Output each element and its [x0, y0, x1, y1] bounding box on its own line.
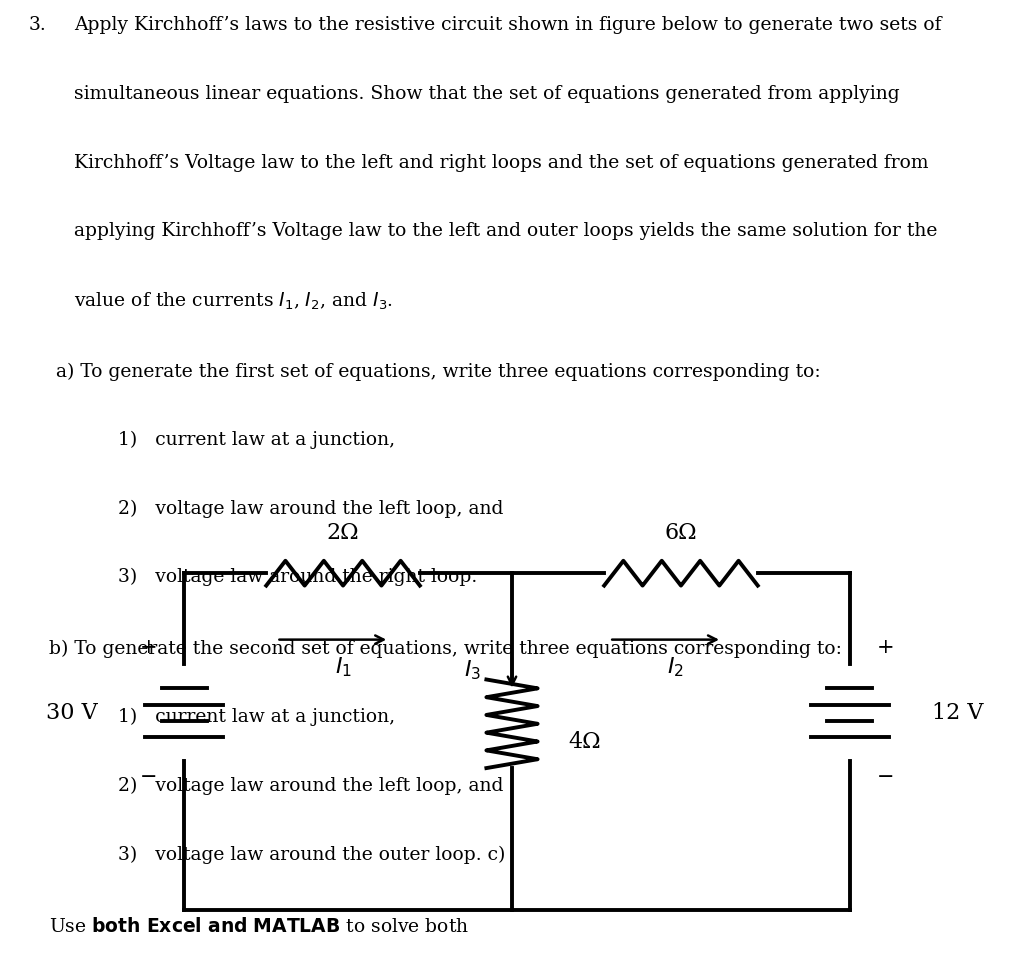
- Text: 3.: 3.: [29, 16, 46, 35]
- Text: Apply Kirchhoff’s laws to the resistive circuit shown in figure below to generat: Apply Kirchhoff’s laws to the resistive …: [74, 16, 941, 35]
- Text: +: +: [877, 638, 895, 658]
- Text: 1)   current law at a junction,: 1) current law at a junction,: [118, 430, 395, 449]
- Text: 3)   voltage law around the right loop.: 3) voltage law around the right loop.: [118, 568, 477, 586]
- Text: applying Kirchhoff’s Voltage law to the left and outer loops yields the same sol: applying Kirchhoff’s Voltage law to the …: [74, 222, 937, 241]
- Text: b) To generate the second set of equations, write three equations corresponding : b) To generate the second set of equatio…: [49, 639, 842, 658]
- Text: a) To generate the first set of equations, write three equations corresponding t: a) To generate the first set of equation…: [56, 362, 821, 380]
- Text: Use $\mathbf{both\ Excel\ and\ MATLAB}$ to solve both: Use $\mathbf{both\ Excel\ and\ MATLAB}$ …: [49, 917, 469, 936]
- Text: value of the currents $\mathit{I}_1$, $\mathit{I}_2$, and $\mathit{I}_3$.: value of the currents $\mathit{I}_1$, $\…: [74, 291, 393, 312]
- Text: 2)   voltage law around the left loop, and: 2) voltage law around the left loop, and: [118, 777, 503, 795]
- Text: Kirchhoff’s Voltage law to the left and right loops and the set of equations gen: Kirchhoff’s Voltage law to the left and …: [74, 154, 928, 171]
- Text: 1)   current law at a junction,: 1) current law at a junction,: [118, 708, 395, 726]
- Text: $\mathit{I}_2$: $\mathit{I}_2$: [668, 655, 684, 679]
- Text: $\mathit{I}_3$: $\mathit{I}_3$: [464, 659, 481, 683]
- Text: −: −: [139, 768, 158, 787]
- Text: $\mathit{I}_1$: $\mathit{I}_1$: [335, 655, 351, 679]
- Text: 6Ω: 6Ω: [665, 522, 697, 544]
- Text: 12 V: 12 V: [932, 702, 983, 724]
- Text: 30 V: 30 V: [45, 702, 97, 724]
- Text: 3)   voltage law around the outer loop. c): 3) voltage law around the outer loop. c): [118, 846, 505, 864]
- Text: −: −: [877, 768, 895, 787]
- Text: +: +: [139, 638, 158, 658]
- Text: 2)   voltage law around the left loop, and: 2) voltage law around the left loop, and: [118, 500, 503, 518]
- Text: 2Ω: 2Ω: [327, 522, 359, 544]
- Text: simultaneous linear equations. Show that the set of equations generated from app: simultaneous linear equations. Show that…: [74, 85, 899, 103]
- Text: 4Ω: 4Ω: [568, 731, 601, 752]
